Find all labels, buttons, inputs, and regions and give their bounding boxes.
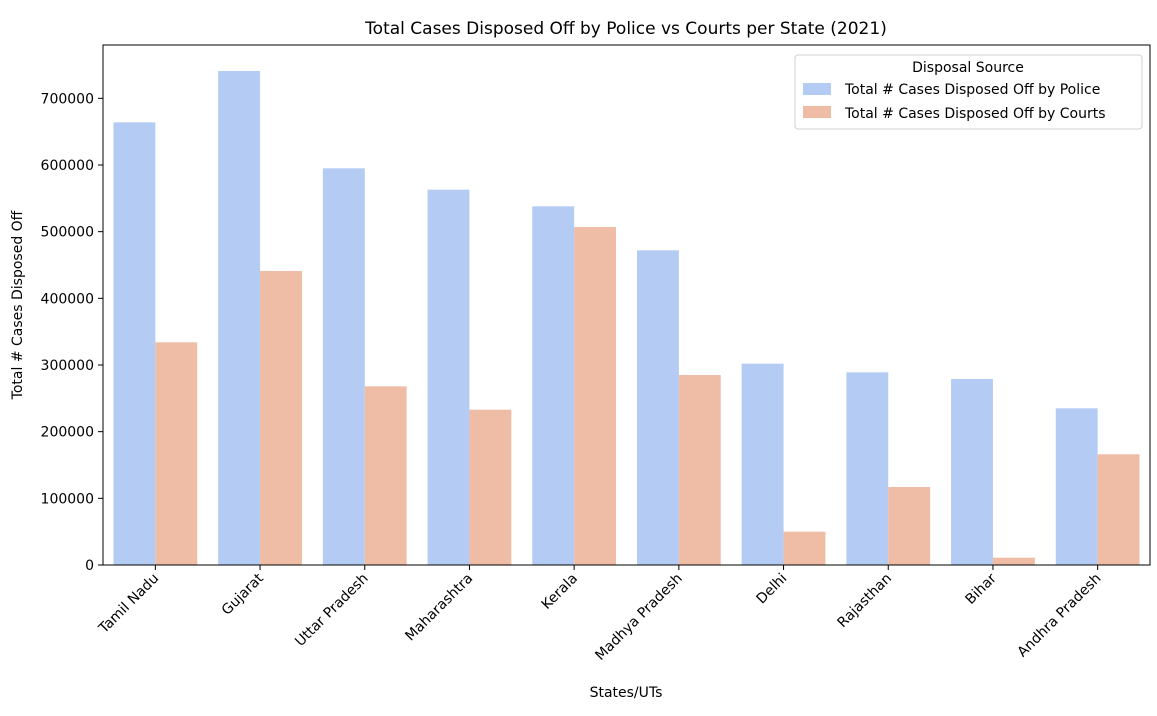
bar-police-8 xyxy=(951,379,993,565)
bar-police-7 xyxy=(846,372,889,565)
x-tick-label: Kerala xyxy=(539,571,581,613)
y-tick-label: 700000 xyxy=(41,91,94,107)
bar-courts-4 xyxy=(574,227,617,565)
x-axis-label: States/UTs xyxy=(590,685,663,701)
legend-swatch-courts xyxy=(803,106,831,118)
y-axis: 0 100000 200000 300000 400000 500000 600000 700… xyxy=(41,91,103,574)
bar-courts-0 xyxy=(155,342,198,565)
legend-box xyxy=(794,54,1143,130)
x-tick-label: Uttar Pradesh xyxy=(292,571,371,650)
legend-label-police: Total # Cases Disposed Off by Police xyxy=(844,82,1100,98)
legend-swatch-police xyxy=(803,83,831,95)
x-tick-label: Bihar xyxy=(963,570,1000,607)
bar-police-2 xyxy=(322,168,365,565)
y-tick-label: 300000 xyxy=(41,358,94,374)
x-tick-label: Gujarat xyxy=(219,570,267,618)
x-axis: Tamil Nadu Gujarat Uttar Pradesh Maharashtr… xyxy=(95,565,1104,664)
bar-courts-3 xyxy=(469,409,512,565)
legend: Disposal Source Total # Cases Disposed O… xyxy=(794,54,1143,130)
x-tick-label: Delhi xyxy=(754,571,791,608)
bar-police-4 xyxy=(532,206,575,565)
y-tick-label: 500000 xyxy=(41,225,94,241)
y-tick-label: 600000 xyxy=(41,158,94,174)
x-tick-label: Madhya Pradesh xyxy=(592,571,685,664)
chart-title: Total Cases Disposed Off by Police vs Co… xyxy=(364,19,887,39)
y-tick-label: 0 xyxy=(85,558,94,574)
bars-layer xyxy=(113,71,1140,566)
bar-police-1 xyxy=(218,71,261,565)
x-tick-label: Tamil Nadu xyxy=(95,571,162,638)
bar-police-6 xyxy=(741,363,784,565)
y-tick-label: 400000 xyxy=(41,291,94,307)
y-axis-label: Total # Cases Disposed Off xyxy=(10,210,26,400)
bar-courts-9 xyxy=(1097,454,1140,565)
legend-label-courts: Total # Cases Disposed Off by Courts xyxy=(844,106,1105,122)
bar-courts-7 xyxy=(888,487,931,565)
bar-police-5 xyxy=(636,250,679,565)
y-tick-label: 100000 xyxy=(41,491,94,507)
bar-courts-5 xyxy=(678,375,721,565)
x-tick-label: Andhra Pradesh xyxy=(1015,571,1105,661)
x-tick-label: Maharashtra xyxy=(402,571,476,645)
bar-police-0 xyxy=(113,122,156,565)
y-tick-label: 200000 xyxy=(41,425,94,441)
bar-courts-2 xyxy=(364,386,407,565)
legend-title: Disposal Source xyxy=(912,60,1024,76)
bar-courts-1 xyxy=(260,271,302,565)
bar-courts-6 xyxy=(783,531,826,565)
bar-police-9 xyxy=(1055,408,1098,565)
plot-frame xyxy=(102,44,1151,566)
bar-police-3 xyxy=(427,189,470,566)
x-tick-label: Rajasthan xyxy=(835,571,896,632)
bar-courts-8 xyxy=(992,557,1035,565)
